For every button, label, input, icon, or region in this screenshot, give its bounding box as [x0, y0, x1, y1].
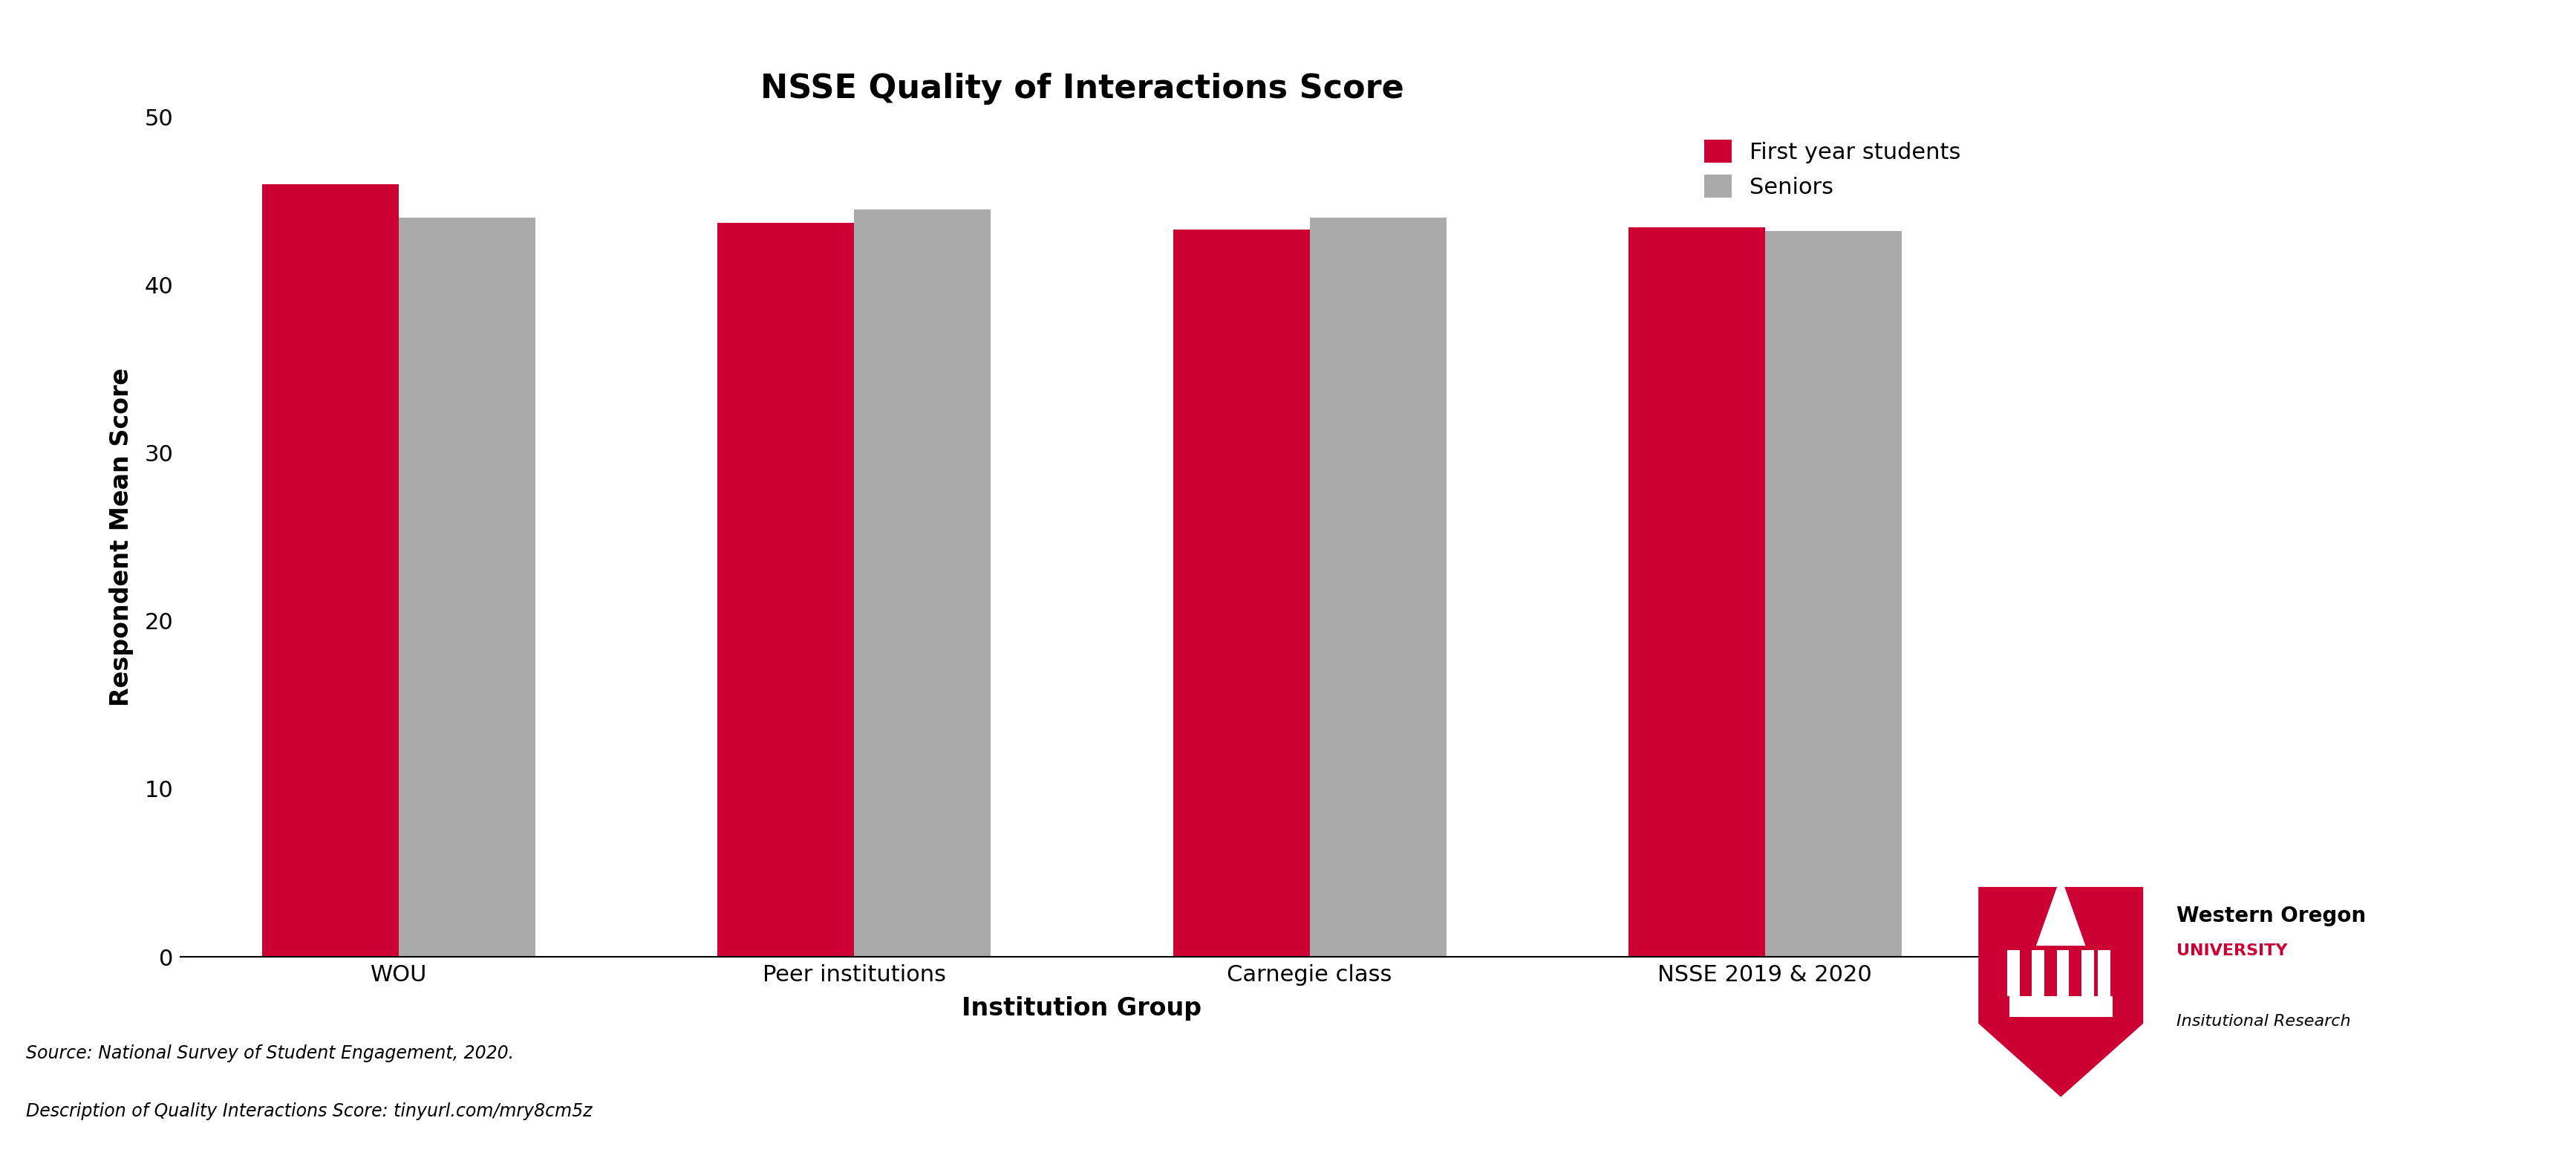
Bar — [1628, 228, 1765, 957]
Legend: First year students, Seniors: First year students, Seniors — [1692, 128, 1973, 210]
Y-axis label: Respondent Mean Score: Respondent Mean Score — [108, 368, 134, 706]
Bar — [855, 209, 992, 957]
Text: Western Oregon: Western Oregon — [2177, 906, 2367, 927]
X-axis label: Institution Group: Institution Group — [961, 995, 1203, 1020]
Bar — [719, 223, 855, 957]
Text: Insitutional Research: Insitutional Research — [2177, 1014, 2352, 1028]
Bar — [1765, 231, 1901, 957]
Polygon shape — [2035, 876, 2087, 945]
Title: NSSE Quality of Interactions Score: NSSE Quality of Interactions Score — [760, 72, 1404, 105]
FancyBboxPatch shape — [2097, 950, 2110, 997]
FancyBboxPatch shape — [2032, 950, 2045, 997]
Bar — [263, 184, 399, 957]
FancyBboxPatch shape — [2056, 950, 2069, 997]
Text: UNIVERSITY: UNIVERSITY — [2177, 944, 2287, 958]
Text: Source: National Survey of Student Engagement, 2020.: Source: National Survey of Student Engag… — [26, 1044, 513, 1062]
FancyBboxPatch shape — [2081, 950, 2094, 997]
Bar — [1309, 217, 1445, 957]
Bar — [399, 217, 536, 957]
Text: Description of Quality Interactions Score: tinyurl.com/mry8cm5z: Description of Quality Interactions Scor… — [26, 1103, 592, 1120]
FancyBboxPatch shape — [2009, 997, 2112, 1018]
Polygon shape — [1978, 887, 2143, 1097]
Bar — [1172, 229, 1309, 957]
FancyBboxPatch shape — [2007, 950, 2020, 997]
